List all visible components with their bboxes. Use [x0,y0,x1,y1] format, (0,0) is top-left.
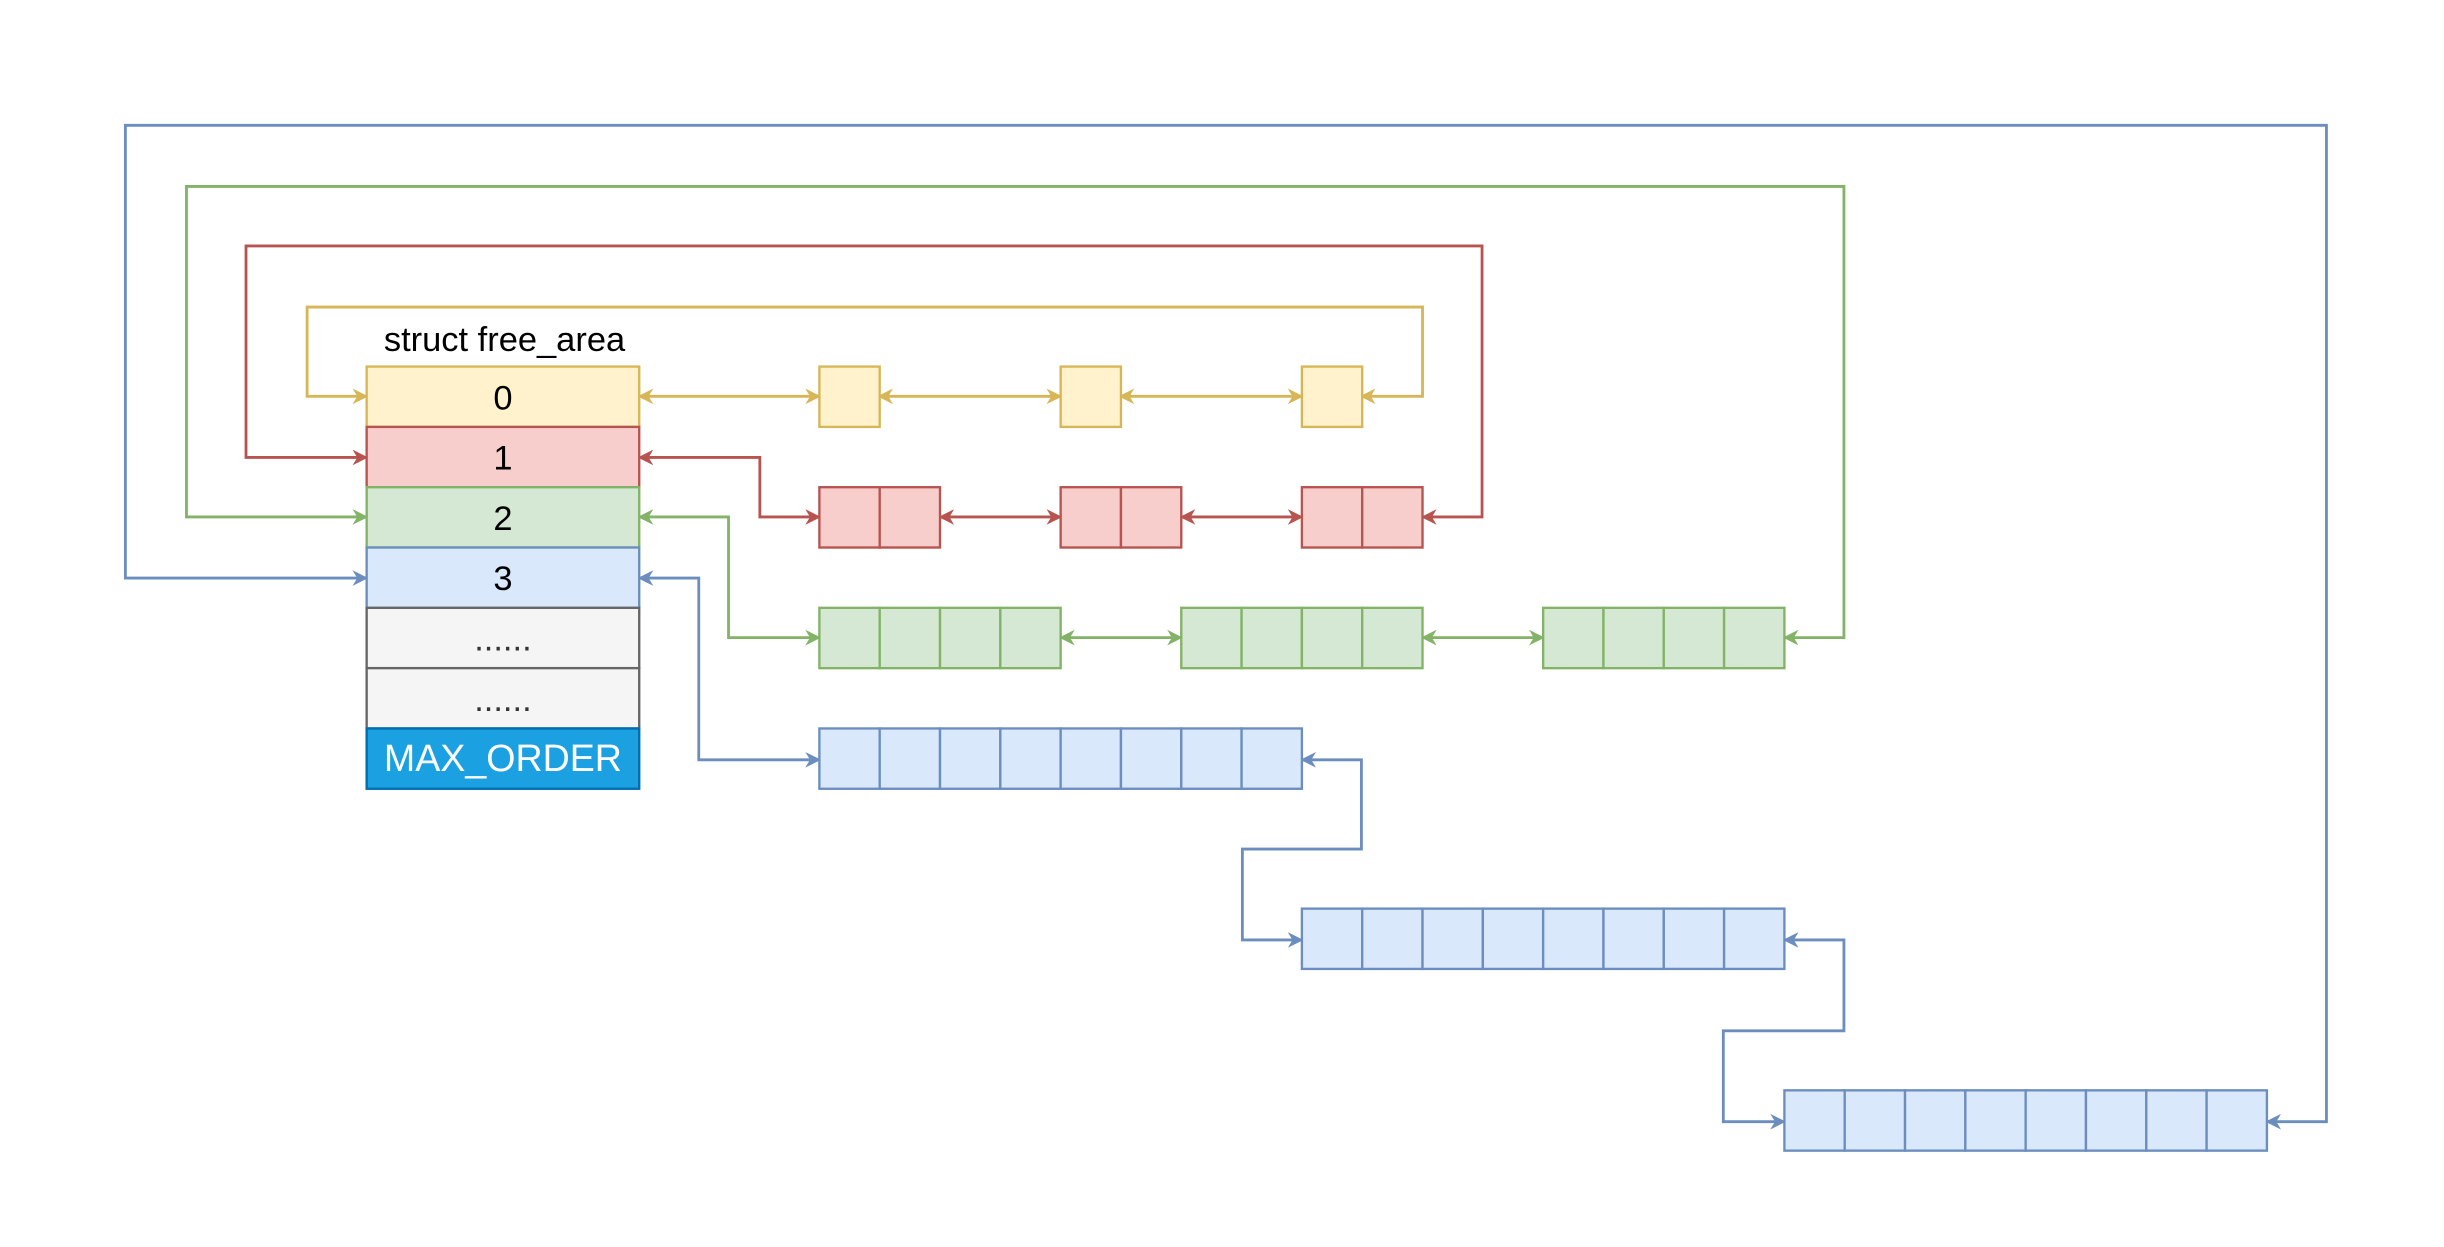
page-cell-order-1 [1300,486,1364,549]
page-cell-order-3 [2205,1089,2269,1152]
page-blocks [818,365,2269,1152]
page-cell-order-2 [1300,606,1364,670]
page-cell-order-3 [1300,907,1364,971]
page-cell-order-2 [1361,606,1424,670]
link-order-3 [123,123,2328,1130]
table-row-6 [365,727,641,790]
page-cell-order-2 [1662,606,1726,670]
table-row-3 [365,546,641,610]
page-cell-order-3 [999,727,1062,790]
page-cell-order-0 [1300,365,1364,429]
page-cell-order-2 [878,606,942,670]
page-cell-order-2 [1180,606,1243,670]
page-cell-order-3 [2024,1089,2088,1152]
page-cell-order-3 [1240,727,1304,790]
page-cell-order-3 [878,727,942,790]
page-cell-order-3 [938,727,1002,790]
page-cell-order-3 [2145,1089,2208,1152]
page-cell-order-0 [1059,365,1123,429]
page-cell-order-0 [818,365,881,429]
page-cell-order-3 [1843,1089,1907,1152]
page-cell-order-2 [1541,606,1605,670]
free-area-table: 0 1 2 3............ MAX_ORDER [365,365,641,790]
link-order-0 [305,305,1424,405]
table-row-4 [365,606,641,670]
struct-title: struct free_area [384,321,626,359]
page-cell-order-3 [1903,1089,1967,1152]
page-cell-order-3 [1602,907,1665,971]
table-row-5 [365,666,641,730]
page-cell-order-1 [878,486,942,549]
page-cell-order-2 [1240,606,1304,670]
page-cell-order-2 [999,606,1062,670]
table-row-label: ...... [474,621,531,659]
page-cell-order-3 [1964,1089,2027,1152]
page-cell-order-1 [1119,486,1183,549]
page-cell-order-3 [1180,727,1243,790]
page-cell-order-3 [1541,907,1605,971]
page-cell-order-2 [1602,606,1665,670]
page-cell-order-3 [1119,727,1183,790]
page-cell-order-3 [1421,907,1485,971]
page-cell-order-1 [818,486,881,549]
page-cell-order-3 [818,727,881,790]
page-cell-order-3 [1481,907,1545,971]
page-cell-order-2 [818,606,881,670]
link-order-1 [637,449,821,525]
page-cell-order-2 [938,606,1002,670]
page-cell-order-3 [1722,907,1786,971]
page-cell-order-2 [1722,606,1786,670]
links [123,123,2328,1130]
table-row-label: 2 [493,500,512,538]
page-cell-order-1 [1361,486,1424,549]
table-row-label: MAX_ORDER [384,737,622,779]
page-cell-order-3 [1783,1089,1846,1152]
table-row-label: ...... [474,681,531,719]
page-cell-order-3 [1361,907,1424,971]
page-cell-order-3 [1059,727,1123,790]
table-row-label: 0 [493,379,512,417]
table-row-label: 1 [493,440,512,478]
page-cell-order-3 [2084,1089,2148,1152]
page-cell-order-3 [1662,907,1726,971]
page-cell-order-1 [1059,486,1123,549]
table-row-label: 3 [493,560,512,598]
